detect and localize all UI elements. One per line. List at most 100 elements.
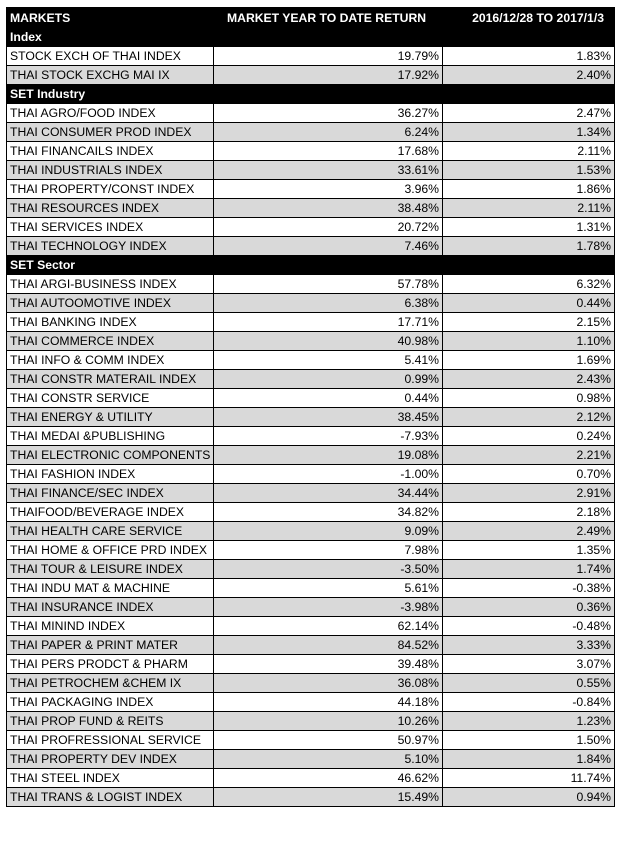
ytd-return-cell: 57.78% (213, 274, 443, 294)
section-title: SET Industry (6, 84, 615, 104)
table-row: THAI PERS PRODCT & PHARM 39.48% 3.07% (6, 654, 615, 674)
market-name-cell: THAI CONSTR MATERAIL INDEX (6, 369, 214, 389)
ytd-return-cell: 3.96% (213, 179, 443, 199)
market-name-cell: THAI ENERGY & UTILITY (6, 407, 214, 427)
period-return-cell: 0.70% (442, 464, 615, 484)
table-row: THAI CONSTR SERVICE 0.44% 0.98% (6, 388, 615, 408)
period-return-cell: 0.44% (442, 293, 615, 313)
market-name-cell: THAI PAPER & PRINT MATER (6, 635, 214, 655)
period-return-cell: 2.15% (442, 312, 615, 332)
market-name-cell: THAI PROPERTY/CONST INDEX (6, 179, 214, 199)
period-return-cell: 1.86% (442, 179, 615, 199)
market-name-cell: THAI PROFRESSIONAL SERVICE (6, 730, 214, 750)
ytd-return-cell: 84.52% (213, 635, 443, 655)
market-name-cell: THAI FINANCAILS INDEX (6, 141, 214, 161)
period-return-cell: 0.55% (442, 673, 615, 693)
period-return-cell: 1.35% (442, 540, 615, 560)
ytd-return-cell: 40.98% (213, 331, 443, 351)
market-name-cell: THAI INSURANCE INDEX (6, 597, 214, 617)
table-row: THAI MEDAI &PUBLISHING -7.93% 0.24% (6, 426, 615, 446)
section-title: SET Sector (6, 255, 615, 275)
table-row: STOCK EXCH OF THAI INDEX 19.79% 1.83% (6, 46, 615, 66)
ytd-return-cell: 0.99% (213, 369, 443, 389)
table-row: THAI TOUR & LEISURE INDEX -3.50% 1.74% (6, 559, 615, 579)
ytd-return-cell: -3.50% (213, 559, 443, 579)
period-return-cell: 1.69% (442, 350, 615, 370)
period-return-cell: -0.38% (442, 578, 615, 598)
ytd-return-cell: 38.45% (213, 407, 443, 427)
ytd-return-cell: 62.14% (213, 616, 443, 636)
market-name-cell: THAI CONSTR SERVICE (6, 388, 214, 408)
ytd-return-cell: 33.61% (213, 160, 443, 180)
ytd-return-cell: -1.00% (213, 464, 443, 484)
period-return-cell: 6.32% (442, 274, 615, 294)
ytd-return-cell: 5.41% (213, 350, 443, 370)
section-header-row: Index (6, 27, 615, 47)
table-row: THAI ARGI-BUSINESS INDEX 57.78% 6.32% (6, 274, 615, 294)
ytd-return-cell: 19.08% (213, 445, 443, 465)
table-row: THAI AGRO/FOOD INDEX 36.27% 2.47% (6, 103, 615, 123)
market-name-cell: THAI FASHION INDEX (6, 464, 214, 484)
header-row: MARKETS MARKET YEAR TO DATE RETURN 2016/… (6, 7, 615, 28)
market-name-cell: THAIFOOD/BEVERAGE INDEX (6, 502, 214, 522)
period-return-cell: 1.84% (442, 749, 615, 769)
table-row: THAI TECHNOLOGY INDEX 7.46% 1.78% (6, 236, 615, 256)
period-return-cell: 2.11% (442, 141, 615, 161)
period-return-cell: 11.74% (442, 768, 615, 788)
table-row: THAI ENERGY & UTILITY 38.45% 2.12% (6, 407, 615, 427)
ytd-return-cell: 6.24% (213, 122, 443, 142)
ytd-return-cell: 9.09% (213, 521, 443, 541)
market-name-cell: THAI ELECTRONIC COMPONENTS (6, 445, 214, 465)
market-name-cell: THAI HOME & OFFICE PRD INDEX (6, 540, 214, 560)
period-return-cell: 0.24% (442, 426, 615, 446)
table-row: THAI CONSUMER PROD INDEX 6.24% 1.34% (6, 122, 615, 142)
section-header-row: SET Sector (6, 255, 615, 275)
table-row: THAI FINANCAILS INDEX 17.68% 2.11% (6, 141, 615, 161)
table-row: THAI FASHION INDEX -1.00% 0.70% (6, 464, 615, 484)
ytd-return-cell: 46.62% (213, 768, 443, 788)
ytd-return-cell: 7.46% (213, 236, 443, 256)
market-name-cell: THAI INDU MAT & MACHINE (6, 578, 214, 598)
table-row: THAI PACKAGING INDEX 44.18% -0.84% (6, 692, 615, 712)
market-name-cell: THAI INDUSTRIALS INDEX (6, 160, 214, 180)
market-name-cell: THAI COMMERCE INDEX (6, 331, 214, 351)
header-markets: MARKETS (6, 7, 214, 28)
table-row: THAI ELECTRONIC COMPONENTS 19.08% 2.21% (6, 445, 615, 465)
ytd-return-cell: 5.61% (213, 578, 443, 598)
table-row: THAI TRANS & LOGIST INDEX 15.49% 0.94% (6, 787, 615, 807)
table-row: THAI PAPER & PRINT MATER 84.52% 3.33% (6, 635, 615, 655)
period-return-cell: 2.47% (442, 103, 615, 123)
period-return-cell: 1.31% (442, 217, 615, 237)
table-row: THAI HOME & OFFICE PRD INDEX 7.98% 1.35% (6, 540, 615, 560)
ytd-return-cell: 36.08% (213, 673, 443, 693)
period-return-cell: -0.48% (442, 616, 615, 636)
period-return-cell: 1.53% (442, 160, 615, 180)
table-row: THAI INFO & COMM INDEX 5.41% 1.69% (6, 350, 615, 370)
market-name-cell: STOCK EXCH OF THAI INDEX (6, 46, 214, 66)
ytd-return-cell: 39.48% (213, 654, 443, 674)
market-name-cell: THAI MININD INDEX (6, 616, 214, 636)
ytd-return-cell: 34.82% (213, 502, 443, 522)
period-return-cell: 2.12% (442, 407, 615, 427)
market-name-cell: THAI RESOURCES INDEX (6, 198, 214, 218)
table-row: THAI STOCK EXCHG MAI IX 17.92% 2.40% (6, 65, 615, 85)
market-name-cell: THAI ARGI-BUSINESS INDEX (6, 274, 214, 294)
ytd-return-cell: 17.92% (213, 65, 443, 85)
market-name-cell: THAI MEDAI &PUBLISHING (6, 426, 214, 446)
period-return-cell: 0.98% (442, 388, 615, 408)
period-return-cell: -0.84% (442, 692, 615, 712)
table-body: MARKETS MARKET YEAR TO DATE RETURN 2016/… (6, 7, 615, 807)
period-return-cell: 1.74% (442, 559, 615, 579)
period-return-cell: 2.91% (442, 483, 615, 503)
market-name-cell: THAI PROP FUND & REITS (6, 711, 214, 731)
market-name-cell: THAI AUTOOMOTIVE INDEX (6, 293, 214, 313)
table-row: THAI RESOURCES INDEX 38.48% 2.11% (6, 198, 615, 218)
market-name-cell: THAI FINANCE/SEC INDEX (6, 483, 214, 503)
ytd-return-cell: 15.49% (213, 787, 443, 807)
period-return-cell: 2.43% (442, 369, 615, 389)
ytd-return-cell: 17.68% (213, 141, 443, 161)
ytd-return-cell: 5.10% (213, 749, 443, 769)
table-row: THAI INDUSTRIALS INDEX 33.61% 1.53% (6, 160, 615, 180)
period-return-cell: 0.94% (442, 787, 615, 807)
period-return-cell: 1.78% (442, 236, 615, 256)
